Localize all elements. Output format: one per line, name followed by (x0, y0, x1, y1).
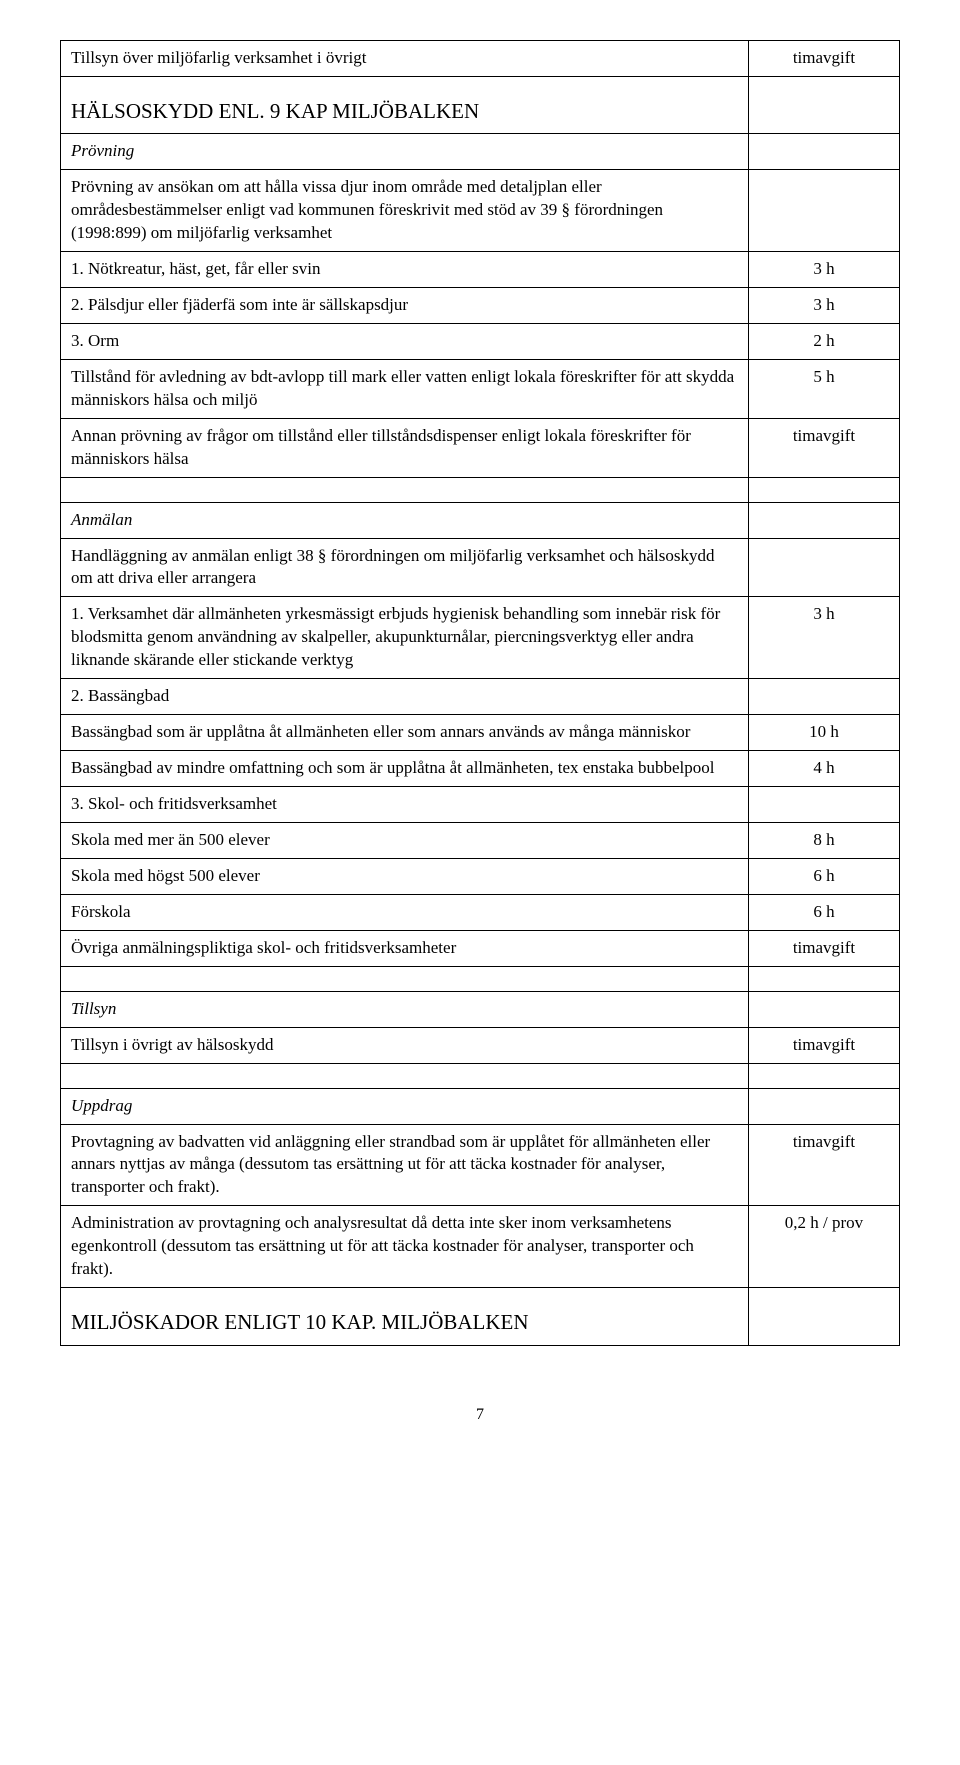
cell-value: 6 h (748, 858, 899, 894)
page-number: 7 (60, 1406, 900, 1424)
cell-empty (748, 170, 899, 252)
main-table: Tillsyn över miljöfarlig verksamhet i öv… (60, 40, 900, 1346)
table-row (61, 1063, 900, 1088)
table-row: Bassängbad som är upplåtna åt allmänhete… (61, 715, 900, 751)
table-row: 3. Skol- och fritidsverksamhet (61, 787, 900, 823)
table-row: 2. Pälsdjur eller fjäderfä som inte är s… (61, 287, 900, 323)
cell-text: Skola med mer än 500 elever (61, 822, 749, 858)
table-row: Skola med mer än 500 elever 8 h (61, 822, 900, 858)
cell-subheading: Tillsyn (61, 991, 749, 1027)
table-row: Övriga anmälningspliktiga skol- och frit… (61, 930, 900, 966)
table-row: Uppdrag (61, 1088, 900, 1124)
table-row (61, 966, 900, 991)
cell-value: 6 h (748, 894, 899, 930)
subheading-text: Prövning (71, 141, 134, 160)
cell-empty (748, 1063, 899, 1088)
cell-empty (61, 1063, 749, 1088)
cell-text: Förskola (61, 894, 749, 930)
table-row: Administration av provtagning och analys… (61, 1206, 900, 1288)
cell-value: 3 h (748, 252, 899, 288)
cell-text: Tillsyn över miljöfarlig verksamhet i öv… (61, 41, 749, 77)
cell-text: Handläggning av anmälan enligt 38 § föro… (61, 538, 749, 597)
table-row: Provtagning av badvatten vid anläggning … (61, 1124, 900, 1206)
cell-empty (748, 966, 899, 991)
cell-text: Prövning av ansökan om att hålla vissa d… (61, 170, 749, 252)
cell-empty (61, 966, 749, 991)
section-heading: MILJÖSKADOR ENLIGT 10 KAP. MILJÖBALKEN (71, 1308, 738, 1336)
cell-text: 3. Skol- och fritidsverksamhet (61, 787, 749, 823)
section-heading: HÄLSOSKYDD ENL. 9 KAP MILJÖBALKEN (71, 97, 738, 125)
cell-text: Bassängbad av mindre omfattning och som … (61, 751, 749, 787)
table-row: Tillsyn i övrigt av hälsoskydd timavgift (61, 1027, 900, 1063)
cell-value: 0,2 h / prov (748, 1206, 899, 1288)
cell-value: 2 h (748, 323, 899, 359)
table-row (61, 477, 900, 502)
cell-text: Övriga anmälningspliktiga skol- och frit… (61, 930, 749, 966)
cell-empty (748, 134, 899, 170)
cell-subheading: Anmälan (61, 502, 749, 538)
table-row: HÄLSOSKYDD ENL. 9 KAP MILJÖBALKEN (61, 76, 900, 133)
cell-empty (61, 477, 749, 502)
cell-empty (748, 1088, 899, 1124)
cell-subheading: Prövning (61, 134, 749, 170)
table-row: 1. Verksamhet där allmänheten yrkesmässi… (61, 597, 900, 679)
table-row: 2. Bassängbad (61, 679, 900, 715)
cell-text: 2. Bassängbad (61, 679, 749, 715)
cell-text: Administration av provtagning och analys… (61, 1206, 749, 1288)
cell-text: Tillsyn i övrigt av hälsoskydd (61, 1027, 749, 1063)
cell-value: 10 h (748, 715, 899, 751)
cell-empty (748, 538, 899, 597)
table-row: Handläggning av anmälan enligt 38 § föro… (61, 538, 900, 597)
cell-text: 1. Verksamhet där allmänheten yrkesmässi… (61, 597, 749, 679)
cell-text: Skola med högst 500 elever (61, 858, 749, 894)
cell-value: timavgift (748, 1124, 899, 1206)
cell-value: timavgift (748, 41, 899, 77)
cell-heading: MILJÖSKADOR ENLIGT 10 KAP. MILJÖBALKEN (61, 1288, 749, 1345)
table-row: Tillsyn över miljöfarlig verksamhet i öv… (61, 41, 900, 77)
cell-empty (748, 991, 899, 1027)
cell-value: 8 h (748, 822, 899, 858)
table-row: Skola med högst 500 elever 6 h (61, 858, 900, 894)
cell-text: Tillstånd för avledning av bdt-avlopp ti… (61, 359, 749, 418)
table-row: Anmälan (61, 502, 900, 538)
cell-heading: HÄLSOSKYDD ENL. 9 KAP MILJÖBALKEN (61, 76, 749, 133)
cell-text: 3. Orm (61, 323, 749, 359)
table-row: Annan prövning av frågor om tillstånd el… (61, 418, 900, 477)
cell-value: timavgift (748, 930, 899, 966)
cell-text: Annan prövning av frågor om tillstånd el… (61, 418, 749, 477)
cell-text: 1. Nötkreatur, häst, get, får eller svin (61, 252, 749, 288)
cell-text: 2. Pälsdjur eller fjäderfä som inte är s… (61, 287, 749, 323)
cell-value: timavgift (748, 418, 899, 477)
cell-value: 4 h (748, 751, 899, 787)
table-row: 3. Orm 2 h (61, 323, 900, 359)
cell-subheading: Uppdrag (61, 1088, 749, 1124)
table-row: Bassängbad av mindre omfattning och som … (61, 751, 900, 787)
table-row: Prövning (61, 134, 900, 170)
cell-text: Provtagning av badvatten vid anläggning … (61, 1124, 749, 1206)
cell-value: 5 h (748, 359, 899, 418)
table-row: Förskola 6 h (61, 894, 900, 930)
subheading-text: Uppdrag (71, 1096, 132, 1115)
subheading-text: Anmälan (71, 510, 132, 529)
cell-empty (748, 1288, 899, 1345)
table-row: Prövning av ansökan om att hålla vissa d… (61, 170, 900, 252)
cell-empty (748, 477, 899, 502)
cell-value: timavgift (748, 1027, 899, 1063)
cell-empty (748, 787, 899, 823)
table-row: Tillsyn (61, 991, 900, 1027)
cell-empty (748, 502, 899, 538)
table-row: 1. Nötkreatur, häst, get, får eller svin… (61, 252, 900, 288)
cell-value: 3 h (748, 287, 899, 323)
cell-empty (748, 679, 899, 715)
subheading-text: Tillsyn (71, 999, 116, 1018)
page-container: Tillsyn över miljöfarlig verksamhet i öv… (0, 0, 960, 1464)
table-row: Tillstånd för avledning av bdt-avlopp ti… (61, 359, 900, 418)
cell-empty (748, 76, 899, 133)
cell-text: Bassängbad som är upplåtna åt allmänhete… (61, 715, 749, 751)
cell-value: 3 h (748, 597, 899, 679)
table-row: MILJÖSKADOR ENLIGT 10 KAP. MILJÖBALKEN (61, 1288, 900, 1345)
